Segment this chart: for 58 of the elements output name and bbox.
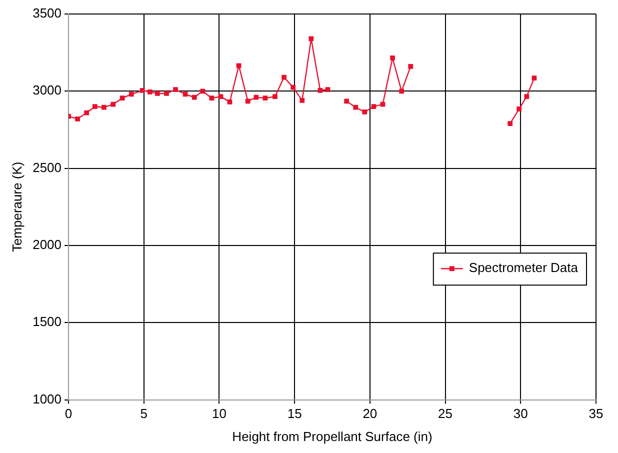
point bbox=[84, 110, 90, 116]
x-tick-label: 20 bbox=[362, 406, 378, 422]
y-tick-label: 3500 bbox=[32, 6, 62, 21]
point bbox=[380, 102, 386, 107]
point bbox=[399, 88, 404, 94]
point bbox=[344, 98, 350, 104]
y-tick-label: 2500 bbox=[32, 160, 62, 175]
point bbox=[192, 94, 197, 100]
point bbox=[147, 89, 152, 94]
point bbox=[236, 63, 242, 68]
point bbox=[532, 76, 537, 80]
point bbox=[390, 56, 395, 60]
point bbox=[524, 94, 530, 99]
y-tick-label: 1500 bbox=[32, 314, 62, 330]
point bbox=[155, 91, 160, 96]
point bbox=[218, 94, 224, 99]
point bbox=[173, 87, 178, 92]
point bbox=[508, 121, 513, 126]
point bbox=[325, 87, 330, 92]
point bbox=[75, 116, 80, 122]
point bbox=[245, 98, 250, 104]
point bbox=[254, 94, 259, 100]
point bbox=[318, 88, 323, 93]
y-tick-label: 1000 bbox=[32, 391, 62, 406]
point bbox=[272, 94, 278, 99]
point bbox=[140, 88, 145, 93]
x-tick-label: 0 bbox=[64, 406, 72, 422]
point bbox=[362, 110, 368, 114]
point bbox=[110, 102, 116, 107]
x-tick-label: 30 bbox=[513, 406, 528, 422]
y-axis-title: Temperaure (K) bbox=[9, 162, 24, 252]
point bbox=[120, 96, 125, 101]
y-tick-label: 2000 bbox=[32, 237, 62, 252]
point bbox=[164, 91, 169, 96]
point bbox=[290, 84, 296, 90]
point bbox=[408, 64, 414, 69]
x-tick-label: 25 bbox=[438, 406, 453, 422]
x-tick-label: 10 bbox=[212, 406, 226, 422]
point bbox=[200, 88, 206, 94]
point bbox=[209, 96, 214, 101]
point bbox=[102, 104, 106, 110]
point bbox=[308, 36, 314, 42]
legend-label: Spectrometer Data bbox=[468, 260, 579, 276]
point bbox=[262, 96, 268, 101]
point bbox=[516, 106, 522, 112]
point bbox=[353, 104, 358, 110]
point bbox=[300, 98, 305, 103]
point bbox=[282, 74, 286, 80]
point bbox=[371, 104, 376, 110]
y-tick-label: 3000 bbox=[32, 82, 62, 98]
x-tick-label: 5 bbox=[140, 406, 148, 422]
x-tick-label: 35 bbox=[588, 406, 604, 422]
x-axis-title: Height from Propellant Surface (in) bbox=[232, 428, 432, 444]
point bbox=[227, 100, 232, 104]
point bbox=[128, 92, 134, 97]
point bbox=[92, 104, 98, 110]
x-tick-label: 15 bbox=[287, 406, 302, 422]
point bbox=[182, 92, 188, 97]
